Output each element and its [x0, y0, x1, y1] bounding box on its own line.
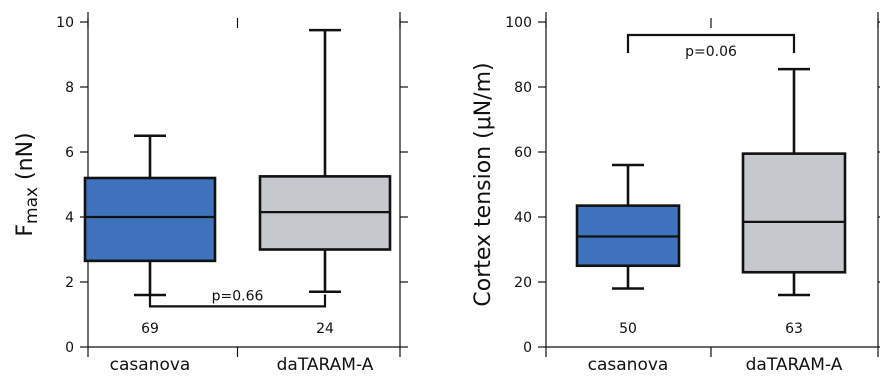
significance-bracket [148, 294, 327, 308]
y-tick-label: 0 [65, 340, 74, 356]
category-label: daTARAM-A [277, 355, 374, 375]
y-axis-label-unit: (nN) [13, 132, 38, 187]
y-tick-label: 20 [514, 275, 532, 291]
y-tick-label: 2 [65, 275, 74, 291]
p-value-label: p=0.06 [685, 44, 737, 60]
category-label: casanova [110, 355, 191, 375]
right-chart-panel: 0 20 40 60 80 100 casanova daTARAM-A 50 63 p=0.06 C… [471, 12, 880, 375]
sample-size-label: 69 [141, 321, 159, 337]
y-axis-label-subscript: max [22, 187, 42, 224]
category-label: daTARAM-A [746, 355, 843, 375]
y-tick-label: 6 [65, 145, 74, 161]
y-tick-label: 100 [505, 15, 532, 31]
box-casanova [83, 176, 217, 263]
y-tick-label: 80 [514, 80, 532, 96]
y-tick-label: 40 [514, 210, 532, 226]
y-tick-label: 0 [523, 340, 532, 356]
significance-bracket [626, 33, 796, 53]
sample-size-label: 50 [619, 321, 637, 337]
sample-size-label: 24 [316, 321, 334, 337]
y-axis-label: Fmax (nN) [13, 132, 42, 236]
p-value-label: p=0.66 [212, 288, 264, 304]
y-tick-label: 60 [514, 145, 532, 161]
y-tick-label: 4 [65, 210, 74, 226]
category-label: casanova [588, 355, 669, 375]
y-tick-label: 10 [56, 15, 74, 31]
y-axis-label-main: F [13, 224, 38, 237]
box-daTARAM-A [741, 152, 847, 274]
y-tick-label: 8 [65, 80, 74, 96]
sample-size-label: 63 [785, 321, 803, 337]
y-axis-label: Cortex tension (μN/m) [471, 62, 496, 306]
